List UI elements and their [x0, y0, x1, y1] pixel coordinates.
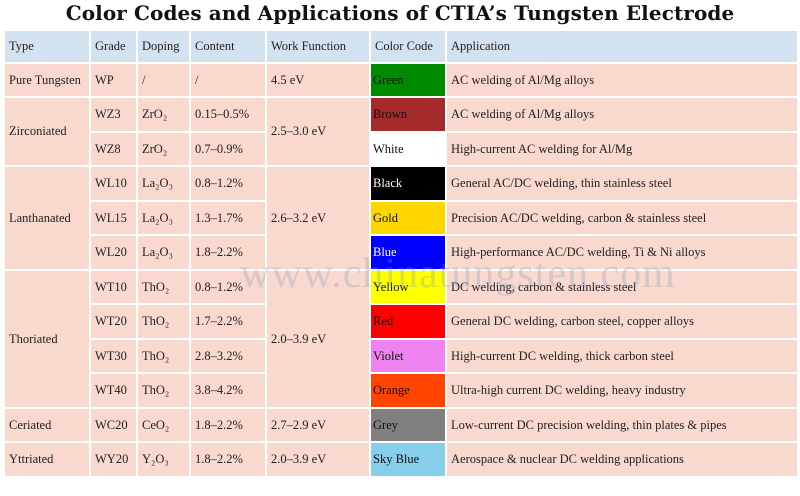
- doping-cell: CeO₂: [136, 407, 191, 443]
- electrode-table: Type Grade Doping Content Work Function …: [3, 29, 799, 478]
- application-cell: DC welding, carbon & stainless steel: [445, 269, 799, 305]
- page-title: Color Codes and Applications of CTIA’s T…: [65, 1, 735, 25]
- content-cell: 1.8–2.2%: [189, 234, 267, 271]
- application-cell: AC welding of Al/Mg alloys: [445, 96, 799, 133]
- doping-cell: ZrO₂: [136, 131, 191, 167]
- content-cell: 1.7–2.2%: [189, 303, 267, 340]
- content-cell: 3.8–4.2%: [189, 372, 267, 409]
- table-row: WT30 ThO₂ 2.8–3.2% Violet High-current DC we…: [4, 338, 799, 374]
- color-code-cell: Blue: [369, 234, 447, 271]
- content-cell: /: [189, 62, 267, 98]
- header-row: Type Grade Doping Content Work Function …: [3, 29, 799, 64]
- color-code-cell: White: [369, 131, 447, 167]
- table-row: Pure Tungsten WP //4.5 eV Green AC welding o…: [3, 62, 799, 98]
- content-cell: 0.8–1.2%: [189, 165, 267, 202]
- type-cell: Pure Tungsten: [3, 62, 91, 98]
- color-code-cell: Black: [369, 165, 447, 202]
- application-cell: Aerospace & nuclear DC welding applicati…: [445, 441, 799, 478]
- grade-cell: WZ8: [89, 131, 138, 167]
- color-code-cell: Orange: [369, 372, 447, 409]
- header-content: Content: [189, 29, 267, 64]
- application-cell: AC welding of Al/Mg alloys: [445, 62, 799, 98]
- work-function-cell: 2.6–3.2 eV: [265, 165, 371, 271]
- doping-cell: ThO₂: [136, 372, 191, 409]
- color-code-cell: Grey: [369, 407, 447, 443]
- content-cell: 0.8–1.2%: [189, 269, 267, 305]
- header-grade: Grade: [89, 29, 138, 64]
- type-cell: Yttriated: [3, 441, 91, 478]
- application-cell: Low-current DC precision welding, thin p…: [445, 407, 799, 443]
- content-cell: 1.8–2.2%: [189, 441, 267, 478]
- table-row: WL20 La₂O₃ 1.8–2.2% Blue High-performance AC…: [4, 234, 799, 271]
- type-cell: Zirconiated: [3, 96, 91, 167]
- application-cell: Ultra-high current DC welding, heavy ind…: [445, 372, 799, 409]
- header-color-code: Color Code: [369, 29, 447, 64]
- doping-cell: La₂O₃: [136, 234, 191, 271]
- grade-cell: WY20: [89, 441, 138, 478]
- grade-cell: WT10: [89, 269, 138, 305]
- type-cell: Lanthanated: [3, 165, 91, 271]
- grade-cell: WL15: [89, 200, 138, 236]
- table-row: Yttriated WY20 Y₂O₃ 1.8–2.2% 2.0–3.9 eV Sky B…: [3, 441, 799, 478]
- work-function-cell: 2.7–2.9 eV: [265, 407, 371, 443]
- color-code-cell: Sky Blue: [369, 441, 447, 478]
- header-work-function: Work Function: [265, 29, 371, 64]
- work-function-cell: 2.5–3.0 eV: [265, 96, 371, 167]
- doping-cell: La₂O₃: [136, 200, 191, 236]
- header-type: Type: [3, 29, 91, 64]
- table-row: Lanthanated WL10 La₂O₃ 0.8–1.2% 2.6–3.2 eV Bl…: [3, 165, 799, 271]
- work-function-cell: 2.0–3.9 eV: [265, 441, 371, 478]
- application-cell: General AC/DC welding, thin stainless st…: [445, 165, 799, 202]
- content-cell: 0.7–0.9%: [189, 131, 267, 167]
- application-cell: High-current AC welding for Al/Mg: [445, 131, 799, 167]
- table-row: Thoriated WT10 ThO₂ 0.8–1.2% 2.0–3.9 eV Yello…: [3, 269, 799, 409]
- table-row: WL15 La₂O₃ 1.3–1.7% Gold Precision AC/DC wel…: [4, 200, 799, 236]
- color-code-cell: Violet: [369, 338, 447, 374]
- application-cell: Precision AC/DC welding, carbon & stainl…: [445, 200, 799, 236]
- grade-cell: WL10: [89, 165, 138, 202]
- doping-cell: La₂O₃: [136, 165, 191, 202]
- doping-cell: ThO₂: [136, 338, 191, 374]
- grade-cell: WT20: [89, 303, 138, 340]
- type-cell: Thoriated: [3, 269, 91, 409]
- content-cell: 0.15–0.5%: [189, 96, 267, 133]
- application-cell: High-performance AC/DC welding, Ti & Ni …: [445, 234, 799, 271]
- table-row: Zirconiated WZ3 ZrO₂ 0.15–0.5% 2.5–3.0 eV Bro…: [3, 96, 799, 167]
- application-cell: High-current DC welding, thick carbon st…: [445, 338, 799, 374]
- work-function-cell: 2.0–3.9 eV: [265, 269, 371, 409]
- work-function-cell: 4.5 eV: [265, 62, 371, 98]
- table-row: Ceriated WC20 CeO₂ 1.8–2.2% 2.7–2.9 eV Grey Lo…: [3, 407, 799, 443]
- type-cell: Ceriated: [3, 407, 91, 443]
- header-application: Application: [445, 29, 799, 64]
- color-code-cell: Yellow: [369, 269, 447, 305]
- doping-cell: ThO₂: [136, 269, 191, 305]
- table-body: Pure Tungsten WP //4.5 eV Green AC welding o…: [3, 62, 799, 478]
- doping-cell: /: [136, 62, 191, 98]
- doping-cell: Y₂O₃: [136, 441, 191, 478]
- doping-cell: ZrO₂: [136, 96, 191, 133]
- content-cell: 1.8–2.2%: [189, 407, 267, 443]
- content-cell: 2.8–3.2%: [189, 338, 267, 374]
- grade-cell: WT30: [89, 338, 138, 374]
- table-row: WZ8 ZrO₂ 0.7–0.9% White High-current AC weld…: [4, 131, 799, 167]
- doping-cell: ThO₂: [136, 303, 191, 340]
- content-cell: 1.3–1.7%: [189, 200, 267, 236]
- color-code-cell: Red: [369, 303, 447, 340]
- grade-cell: WT40: [89, 372, 138, 409]
- grade-cell: WP: [89, 62, 138, 98]
- table-row: WT40 ThO₂ 3.8–4.2% Orange Ultra-high current…: [4, 372, 799, 409]
- grade-cell: WC20: [89, 407, 138, 443]
- grade-cell: WZ3: [89, 96, 138, 133]
- color-code-cell: Green: [369, 62, 447, 98]
- table-row: WT20 ThO₂ 1.7–2.2% Red General DC welding, c…: [4, 303, 799, 340]
- header-doping: Doping: [136, 29, 191, 64]
- color-code-cell: Gold: [369, 200, 447, 236]
- grade-cell: WL20: [89, 234, 138, 271]
- color-code-cell: Brown: [369, 96, 447, 133]
- application-cell: General DC welding, carbon steel, copper…: [445, 303, 799, 340]
